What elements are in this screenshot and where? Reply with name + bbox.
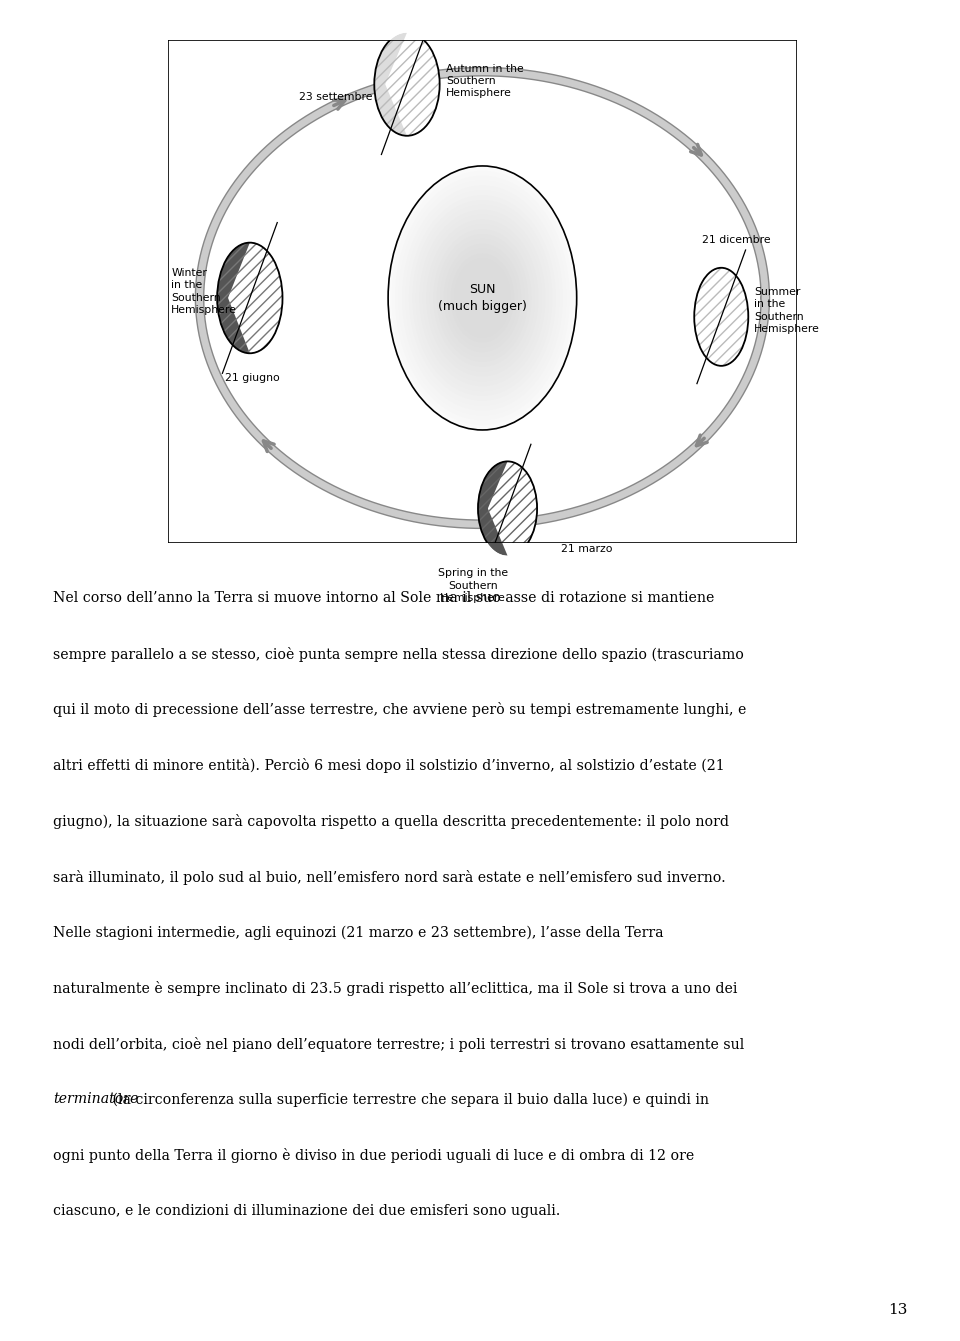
Ellipse shape: [437, 235, 528, 362]
Text: qui il moto di precessione dell’asse terrestre, che avviene però su tempi estrem: qui il moto di precessione dell’asse ter…: [53, 703, 746, 717]
Text: naturalmente è sempre inclinato di 23.5 gradi rispetto all’eclittica, ma il Sole: naturalmente è sempre inclinato di 23.5 …: [53, 982, 737, 996]
Text: nodi dell’orbita, cioè nel piano dell’equatore terrestre; i poli terrestri si tr: nodi dell’orbita, cioè nel piano dell’eq…: [53, 1037, 744, 1051]
Ellipse shape: [392, 170, 573, 425]
Ellipse shape: [426, 220, 539, 377]
Ellipse shape: [441, 239, 524, 357]
Ellipse shape: [694, 268, 748, 366]
Text: sarà illuminato, il polo sud al buio, nell’emisfero nord sarà estate e nell’emis: sarà illuminato, il polo sud al buio, ne…: [53, 869, 726, 885]
Ellipse shape: [409, 196, 556, 401]
Text: Nel corso dell’anno la Terra si muove intorno al Sole ma il suo asse di rotazion: Nel corso dell’anno la Terra si muove in…: [53, 591, 714, 605]
Text: Summer
in the
Southern
Hemisphere: Summer in the Southern Hemisphere: [754, 287, 820, 334]
Ellipse shape: [433, 229, 532, 366]
Ellipse shape: [450, 253, 515, 342]
Ellipse shape: [396, 176, 569, 420]
Text: Nelle stagioni intermedie, agli equinozi (21 marzo e 23 settembre), l’asse della: Nelle stagioni intermedie, agli equinozi…: [53, 925, 663, 940]
Ellipse shape: [398, 181, 566, 416]
Text: giugno), la situazione sarà capovolta rispetto a quella descritta precedentement: giugno), la situazione sarà capovolta ri…: [53, 814, 729, 829]
Text: 21 giugno: 21 giugno: [225, 373, 279, 384]
Text: Winter
in the
Southern
Hemisphere: Winter in the Southern Hemisphere: [171, 268, 237, 315]
Text: ciascuno, e le condizioni di illuminazione dei due emisferi sono uguali.: ciascuno, e le condizioni di illuminazio…: [53, 1204, 561, 1218]
Ellipse shape: [374, 32, 440, 135]
Ellipse shape: [430, 224, 535, 371]
Text: sempre parallelo a se stesso, cioè punta sempre nella stessa direzione dello spa: sempre parallelo a se stesso, cioè punta…: [53, 646, 744, 661]
Polygon shape: [448, 414, 508, 603]
Text: 21 marzo: 21 marzo: [561, 544, 612, 554]
Ellipse shape: [416, 205, 549, 392]
Ellipse shape: [413, 200, 552, 396]
Text: Autumn in the
Southern
Hemisphere: Autumn in the Southern Hemisphere: [446, 63, 524, 98]
Ellipse shape: [454, 259, 511, 338]
Text: Spring in the
Southern
Hemisphere: Spring in the Southern Hemisphere: [438, 569, 508, 603]
Text: (la circonferenza sulla superficie terrestre che separa il buio dalla luce) e qu: (la circonferenza sulla superficie terre…: [108, 1093, 708, 1106]
Polygon shape: [667, 219, 721, 414]
Ellipse shape: [420, 209, 545, 386]
Text: 13: 13: [888, 1303, 907, 1317]
Ellipse shape: [217, 243, 282, 353]
Ellipse shape: [444, 244, 521, 353]
Text: 23 settembre: 23 settembre: [299, 91, 372, 102]
Ellipse shape: [422, 215, 542, 381]
Polygon shape: [342, 0, 407, 188]
Text: altri effetti di minore entità). Perciò 6 mesi dopo il solstizio d’inverno, al s: altri effetti di minore entità). Perciò …: [53, 758, 725, 774]
Ellipse shape: [402, 185, 563, 410]
Text: terminatore: terminatore: [53, 1093, 138, 1106]
Text: 21 dicembre: 21 dicembre: [703, 235, 771, 244]
Ellipse shape: [447, 248, 517, 347]
Ellipse shape: [478, 461, 537, 555]
Text: SUN
(much bigger): SUN (much bigger): [438, 283, 527, 312]
Text: ogni punto della Terra il giorno è diviso in due periodi uguali di luce e di omb: ogni punto della Terra il giorno è divis…: [53, 1148, 694, 1163]
Ellipse shape: [388, 166, 577, 430]
Ellipse shape: [405, 190, 560, 405]
Polygon shape: [184, 188, 250, 409]
